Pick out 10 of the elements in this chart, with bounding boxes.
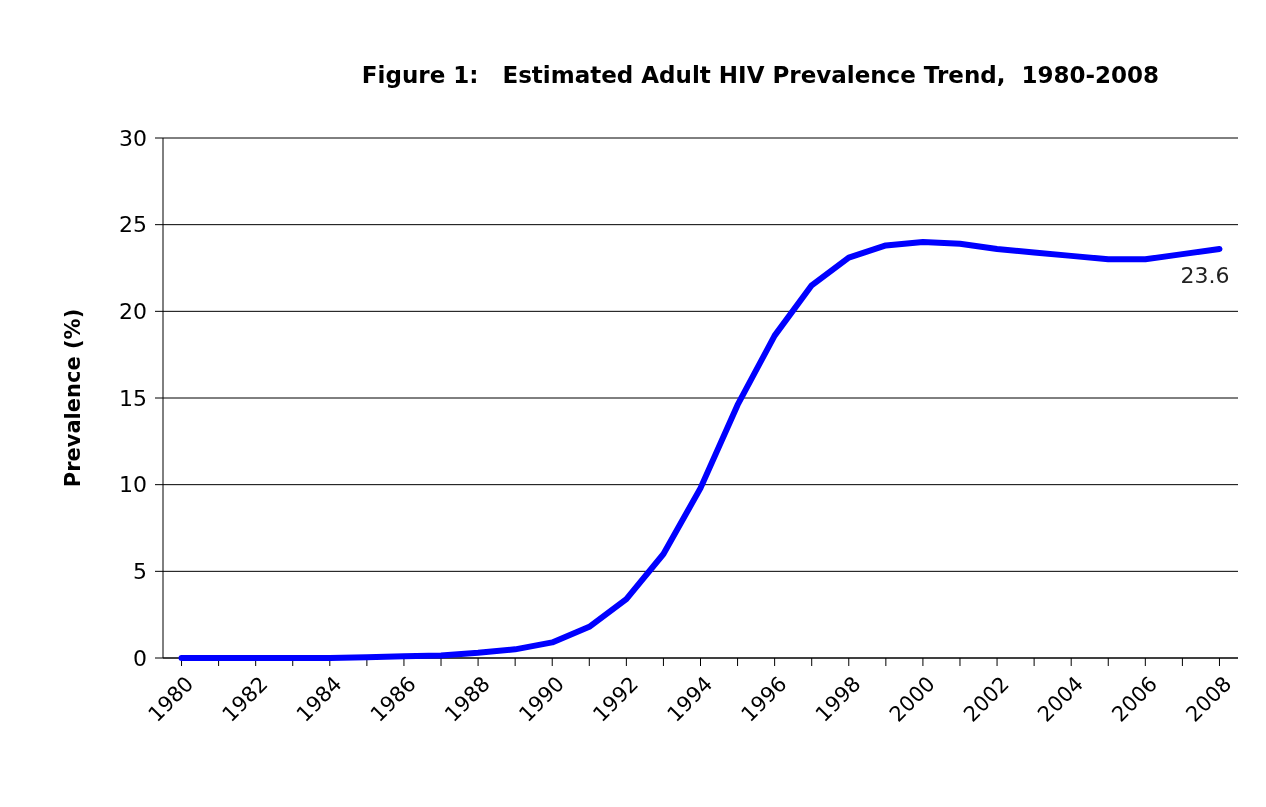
y-axis-title: Prevalence (%) [61, 308, 85, 488]
y-tick-label: 15 [119, 385, 147, 411]
y-tick-label: 5 [133, 559, 147, 585]
y-tick-label: 25 [119, 212, 147, 238]
y-tick-label: 10 [119, 472, 147, 498]
chart-title: Figure 1: Estimated Adult HIV Prevalence Trend, 1980-2008 [361, 62, 1160, 88]
y-tick-label: 0 [133, 645, 147, 671]
y-tick-label: 20 [119, 299, 147, 325]
data-label: 23.6 [1180, 262, 1230, 288]
y-tick-label: 30 [119, 125, 147, 151]
